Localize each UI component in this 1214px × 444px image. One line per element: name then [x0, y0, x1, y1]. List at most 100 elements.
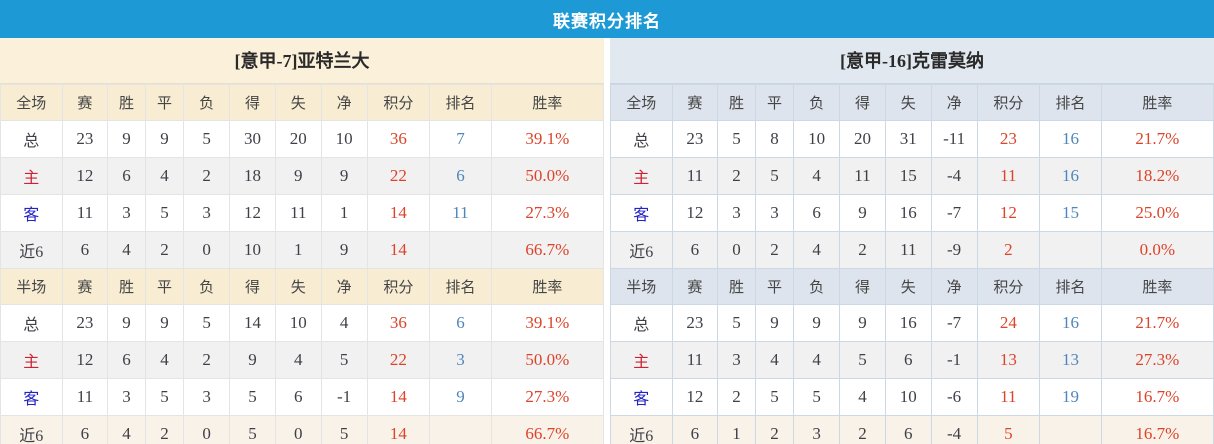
stat-cell: 3 — [793, 415, 841, 444]
stat-cell: 4 — [754, 341, 795, 379]
team-title-home: [意甲-7]亚特兰大 — [0, 38, 604, 84]
stat-header: 负 — [793, 268, 841, 305]
stat-header: 胜率 — [490, 268, 605, 305]
stat-cell: 1 — [320, 194, 368, 232]
stat-cell: 6 — [671, 231, 719, 269]
stat-header: 胜 — [717, 84, 756, 121]
row-label: 近6 — [610, 231, 673, 269]
stat-cell: 5 — [320, 341, 368, 379]
stats-row: 总 23 9 9 5 30 20 10 36 7 39.1% — [0, 120, 605, 158]
row-label: 近6 — [0, 231, 63, 269]
page-title: 联赛积分排名 — [553, 11, 661, 31]
stat-cell: 9 — [839, 194, 886, 232]
rank-cell: 7 — [429, 120, 492, 158]
stat-cell: 20 — [274, 120, 322, 158]
stats-table-home: 全场赛胜平负得失净积分 排名 胜率总 23 9 9 5 30 20 10 36 7 39.1% 主 12 6 4… — [0, 84, 605, 444]
points-cell: 36 — [366, 304, 431, 342]
points-cell: 13 — [976, 341, 1041, 379]
stat-cell: 16 — [884, 194, 932, 232]
row-label: 主 — [0, 157, 63, 195]
stat-cell: 20 — [839, 120, 886, 158]
stat-cell: 4 — [107, 231, 146, 269]
points-cell: 24 — [976, 304, 1041, 342]
stat-cell: 2 — [839, 231, 886, 269]
stat-cell: 0 — [717, 231, 756, 269]
points-cell: 22 — [366, 341, 431, 379]
rate-cell: 66.7% — [490, 415, 605, 444]
stat-header: 胜率 — [1100, 84, 1214, 121]
stat-header: 积分 — [366, 268, 431, 305]
stat-cell: 2 — [183, 341, 231, 379]
stat-header: 排名 — [429, 268, 492, 305]
rate-cell: 39.1% — [490, 304, 605, 342]
stat-header: 平 — [144, 84, 185, 121]
team-panels: [意甲-7]亚特兰大 全场赛胜平负得失净积分 排名 胜率总 23 9 9 5 30 20 10 36… — [0, 38, 1214, 444]
stat-cell: 12 — [671, 378, 719, 416]
points-cell: 14 — [366, 231, 431, 269]
stat-cell: 8 — [754, 120, 795, 158]
stat-header: 得 — [229, 84, 276, 121]
stats-row: 主 11 2 5 4 11 15 -4 11 16 18.2% — [610, 157, 1214, 195]
stat-header: 赛 — [61, 84, 109, 121]
rate-cell: 50.0% — [490, 157, 605, 195]
stat-cell: 2 — [717, 378, 756, 416]
stat-cell: 23 — [61, 304, 109, 342]
stat-cell: 0 — [183, 415, 231, 444]
stat-cell: 9 — [320, 231, 368, 269]
row-label: 总 — [610, 120, 673, 158]
stat-header: 排名 — [429, 84, 492, 121]
stat-cell: 10 — [884, 378, 932, 416]
stat-cell: 9 — [274, 157, 322, 195]
stats-table-away: 全场赛胜平负得失净积分 排名 胜率总 23 5 8 10 20 31 -11 23 16 21.7% 主 1… — [610, 84, 1214, 444]
stat-cell: 3 — [717, 194, 756, 232]
stat-cell: 5 — [839, 341, 886, 379]
stat-cell: -4 — [930, 157, 978, 195]
stat-cell: 12 — [61, 157, 109, 195]
rank-cell — [1039, 415, 1102, 444]
stats-row: 主 12 6 4 2 18 9 9 22 6 50.0% — [0, 157, 605, 195]
stat-header: 赛 — [61, 268, 109, 305]
row-label: 总 — [0, 120, 63, 158]
stat-cell: -1 — [930, 341, 978, 379]
stat-header: 负 — [183, 268, 231, 305]
stat-header: 胜率 — [1100, 268, 1214, 305]
rate-cell: 27.3% — [490, 194, 605, 232]
rate-cell: 66.7% — [490, 231, 605, 269]
rate-cell: 0.0% — [1100, 231, 1214, 269]
scope-header: 全场 — [0, 84, 63, 121]
rank-cell — [1039, 231, 1102, 269]
stat-header: 得 — [839, 84, 886, 121]
stat-header: 负 — [183, 84, 231, 121]
stat-header: 净 — [320, 268, 368, 305]
stat-cell: 11 — [61, 378, 109, 416]
rank-cell: 15 — [1039, 194, 1102, 232]
stat-cell: -6 — [930, 378, 978, 416]
stat-header: 负 — [793, 84, 841, 121]
rank-cell: 6 — [429, 304, 492, 342]
rate-cell: 18.2% — [1100, 157, 1214, 195]
row-label: 主 — [610, 341, 673, 379]
points-cell: 22 — [366, 157, 431, 195]
stat-cell: 6 — [61, 231, 109, 269]
stat-cell: 11 — [274, 194, 322, 232]
stat-cell: 5 — [229, 378, 276, 416]
rate-cell: 25.0% — [1100, 194, 1214, 232]
points-cell: 2 — [976, 231, 1041, 269]
stat-cell: 5 — [320, 415, 368, 444]
stat-cell: 9 — [793, 304, 841, 342]
points-cell: 11 — [976, 378, 1041, 416]
points-cell: 14 — [366, 415, 431, 444]
rank-cell: 6 — [429, 157, 492, 195]
stat-header: 胜 — [717, 268, 756, 305]
stat-cell: 5 — [183, 304, 231, 342]
rank-cell: 16 — [1039, 120, 1102, 158]
row-label: 客 — [0, 194, 63, 232]
stat-cell: 10 — [229, 231, 276, 269]
stat-cell: 2 — [144, 415, 185, 444]
stat-cell: 4 — [839, 378, 886, 416]
stat-cell: 10 — [274, 304, 322, 342]
stat-header: 胜 — [107, 84, 146, 121]
stat-cell: 23 — [671, 304, 719, 342]
section-header-row: 全场赛胜平负得失净积分 排名 胜率 — [610, 84, 1214, 121]
stats-row: 近6 6 4 2 0 5 0 5 14 66.7% — [0, 415, 605, 444]
